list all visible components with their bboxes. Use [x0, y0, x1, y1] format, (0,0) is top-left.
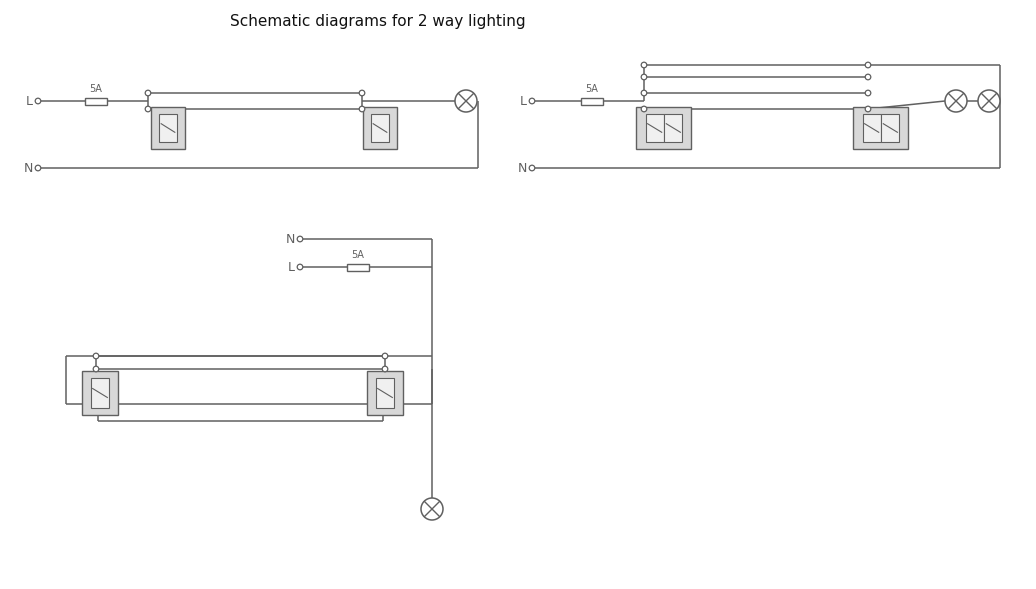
Bar — [82, 371, 118, 415]
Circle shape — [641, 90, 646, 96]
Circle shape — [641, 62, 646, 68]
Text: 5A: 5A — [89, 84, 103, 94]
Circle shape — [35, 165, 40, 171]
Circle shape — [865, 74, 871, 80]
Circle shape — [93, 353, 98, 359]
Bar — [376, 378, 395, 408]
Circle shape — [359, 90, 365, 96]
Circle shape — [359, 106, 365, 112]
Circle shape — [945, 90, 967, 112]
Circle shape — [978, 90, 1000, 112]
Text: 5A: 5A — [585, 84, 599, 94]
Text: N: N — [518, 161, 527, 174]
Circle shape — [297, 236, 303, 242]
Circle shape — [529, 165, 535, 171]
Text: N: N — [286, 233, 295, 246]
Text: 5A: 5A — [351, 250, 365, 260]
Circle shape — [93, 366, 98, 372]
Circle shape — [455, 90, 477, 112]
Bar — [85, 98, 107, 104]
Bar — [645, 114, 664, 143]
Circle shape — [421, 498, 443, 520]
Circle shape — [35, 98, 40, 104]
Circle shape — [529, 98, 535, 104]
Bar — [151, 107, 185, 149]
Circle shape — [145, 90, 151, 96]
Bar — [863, 114, 881, 143]
Bar — [882, 114, 899, 143]
Bar — [581, 98, 603, 104]
Bar — [854, 107, 909, 149]
Text: N: N — [24, 161, 33, 174]
Circle shape — [382, 366, 387, 372]
Text: L: L — [520, 94, 527, 108]
Bar — [347, 263, 369, 270]
Circle shape — [641, 74, 646, 80]
Bar — [371, 114, 388, 143]
Circle shape — [865, 62, 871, 68]
Bar — [90, 378, 110, 408]
Text: L: L — [26, 94, 33, 108]
Bar — [363, 107, 397, 149]
Circle shape — [641, 106, 646, 112]
Circle shape — [865, 90, 871, 96]
Text: L: L — [288, 260, 295, 273]
Bar — [664, 114, 683, 143]
Bar — [367, 371, 403, 415]
Text: Schematic diagrams for 2 way lighting: Schematic diagrams for 2 way lighting — [230, 14, 525, 29]
Circle shape — [865, 106, 871, 112]
Circle shape — [382, 353, 387, 359]
Circle shape — [145, 106, 151, 112]
Bar — [636, 107, 691, 149]
Circle shape — [297, 264, 303, 270]
Bar — [160, 114, 177, 143]
